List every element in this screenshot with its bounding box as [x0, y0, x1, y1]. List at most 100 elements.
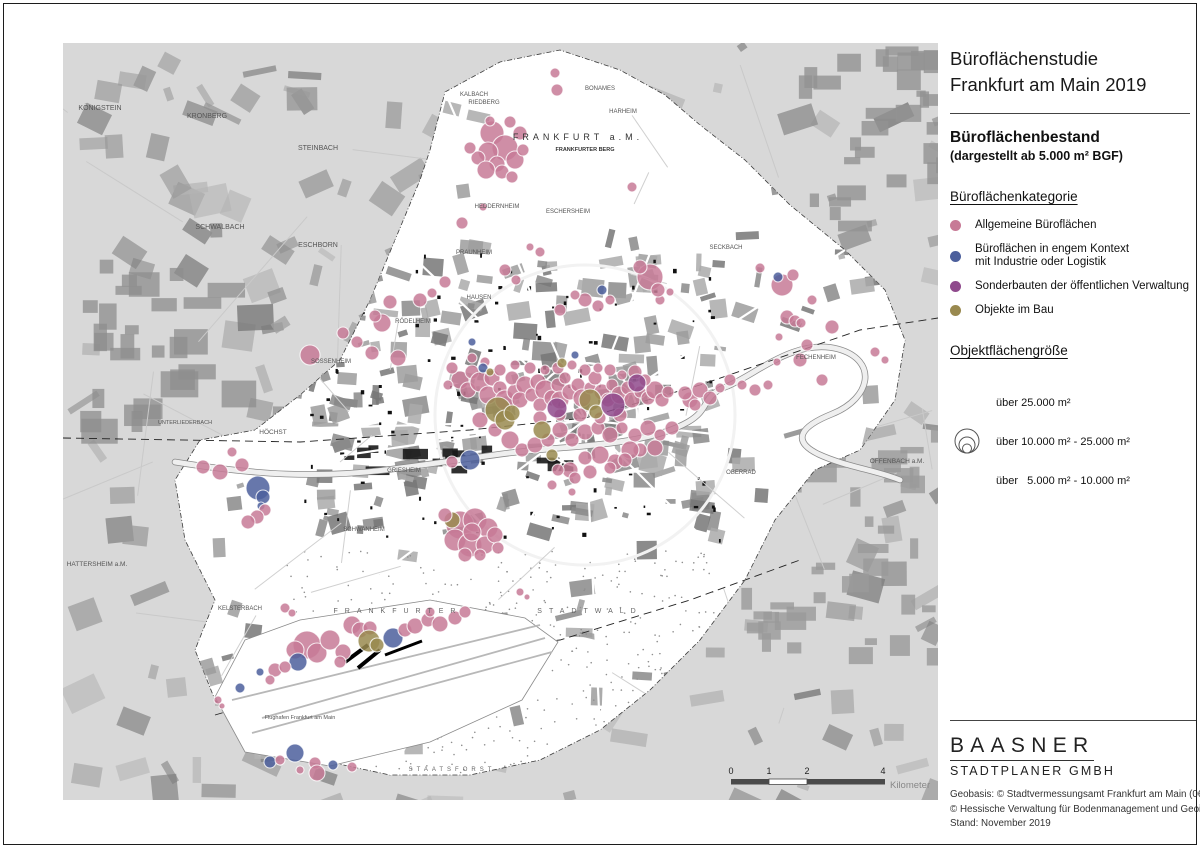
data-point [333, 655, 347, 669]
map-label: RÖDELHEIM [395, 318, 431, 325]
data-point [748, 383, 762, 397]
firm-subtitle: STADTPLANER GMBH [950, 764, 1116, 778]
data-point [455, 216, 469, 230]
data-point [570, 350, 580, 360]
data-point [279, 602, 291, 614]
map-label: STADTWALD [537, 608, 642, 615]
map-label: KÖNIGSTEIN [78, 104, 121, 112]
map-label: KRONBERG [187, 113, 227, 120]
data-point [491, 541, 505, 555]
data-point [382, 627, 404, 649]
data-point [578, 363, 592, 377]
data-point [288, 652, 308, 672]
data-point [516, 143, 530, 157]
data-point [211, 463, 229, 481]
credit-line-3: Stand: November 2019 [950, 818, 1051, 829]
data-point [457, 547, 473, 563]
data-point [714, 382, 726, 394]
data-point [564, 432, 580, 448]
data-point [546, 397, 568, 419]
data-point [702, 390, 718, 406]
data-point [723, 373, 737, 387]
data-point [762, 379, 774, 391]
size-legend: über 25.000 m² über 10.000 m² - 25.000 m… [950, 371, 1190, 514]
legend-label: Sonderbauten der öffentlichen Verwaltung [975, 280, 1189, 292]
data-point [639, 419, 657, 437]
map-label: SCHWALBACH [195, 224, 244, 231]
data-point [549, 67, 561, 79]
map-label: FECHENHEIM [796, 355, 836, 361]
map-label: SECKBACH [709, 245, 742, 251]
data-point [213, 695, 223, 705]
credit-line-2: © Hessische Verwaltung für Bodenmanageme… [950, 803, 1200, 815]
map-label: SCHWANHEIM [343, 527, 384, 533]
data-point [582, 464, 598, 480]
data-point [234, 682, 246, 694]
svg-text:4: 4 [880, 766, 885, 776]
data-point [591, 299, 605, 313]
data-point [824, 319, 840, 335]
data-point [515, 587, 525, 597]
credit-line-1: Geobasis: © Stadtvermessungsamt Frankfur… [950, 789, 1200, 800]
data-point [806, 294, 818, 306]
data-point [471, 411, 489, 429]
data-point [792, 352, 808, 368]
page-title: Büroflächenstudie Frankfurt am Main 2019 [950, 46, 1190, 98]
data-point [459, 449, 481, 471]
data-point [576, 423, 594, 441]
map-label: GRIESHEIM [387, 468, 421, 474]
data-point [512, 125, 528, 141]
map-label: FRANKFURTER [334, 608, 463, 615]
data-point [577, 450, 593, 466]
data-point [677, 385, 693, 401]
data-point [617, 452, 633, 468]
data-point [627, 373, 647, 393]
data-point [772, 357, 782, 367]
data-point [463, 141, 477, 155]
data-point [278, 660, 292, 674]
data-point [545, 448, 559, 462]
map-label: UNTERLIEDERBACH [158, 420, 212, 426]
data-point [306, 642, 328, 664]
legend-item-industry-context: Büroflächen in engem Kontext mit Industr… [950, 243, 1190, 269]
category-dot-blue [950, 250, 961, 262]
data-point [466, 352, 478, 364]
divider [950, 113, 1190, 114]
data-point [786, 268, 800, 282]
data-point [505, 170, 519, 184]
data-point [601, 426, 619, 444]
data-point [661, 385, 675, 399]
data-point [556, 357, 568, 369]
data-point [532, 420, 552, 440]
data-point [604, 294, 616, 306]
data-point [616, 369, 628, 381]
map-label: STAATSFORST [409, 767, 496, 773]
size-label-medium: über 10.000 m² - 25.000 m² [996, 436, 1130, 448]
section-note: (dargestellt ab 5.000 m² BGF) [950, 149, 1123, 163]
map-label: HÖCHST [259, 428, 286, 436]
credits-block: BAASNER STADTPLANER GMBH Geobasis: © Sta… [950, 720, 1200, 832]
data-point [364, 345, 380, 361]
data-point [503, 115, 517, 129]
data-point [484, 115, 496, 127]
data-point [569, 289, 581, 301]
data-point [568, 471, 582, 485]
data-point [603, 461, 617, 475]
data-point [485, 367, 495, 377]
data-point [240, 514, 256, 530]
data-point [473, 548, 487, 562]
data-point [596, 284, 608, 296]
nested-circles-icon [954, 428, 980, 453]
data-point [476, 160, 496, 180]
category-dot-olive [950, 305, 961, 316]
data-point [389, 349, 407, 367]
size-label-small: über 5.000 m² - 10.000 m² [996, 475, 1130, 487]
map-label: BONAMES [585, 86, 615, 92]
data-point [869, 346, 881, 358]
data-point [550, 83, 564, 97]
legend-item-public-administration: Sonderbauten der öffentlichen Verwaltung [950, 280, 1190, 293]
data-point [438, 275, 452, 289]
size-legend-heading: Objektflächengröße [950, 343, 1068, 358]
data-point [523, 361, 537, 375]
data-point [493, 363, 507, 377]
